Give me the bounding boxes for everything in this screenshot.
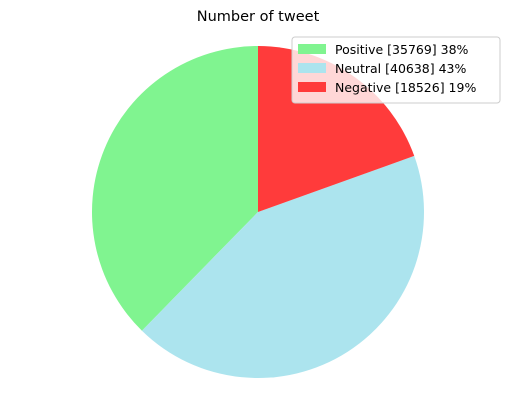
chart-legend: Positive [35769] 38% Neutral [40638] 43% N…	[291, 36, 501, 104]
chart-title: Number of tweet	[197, 9, 320, 25]
legend-label-negative: Negative [18526] 19%	[335, 80, 476, 95]
legend-swatch-negative	[298, 82, 326, 92]
legend-swatch-neutral	[298, 63, 326, 73]
legend-label-positive: Positive [35769] 38%	[335, 42, 469, 57]
pie-slice-positive	[91, 46, 258, 331]
legend-label-neutral: Neutral [40638] 43%	[335, 61, 467, 76]
legend-swatch-positive	[298, 44, 326, 54]
pie-slice-neutral	[141, 155, 425, 379]
legend-frame	[291, 36, 501, 104]
